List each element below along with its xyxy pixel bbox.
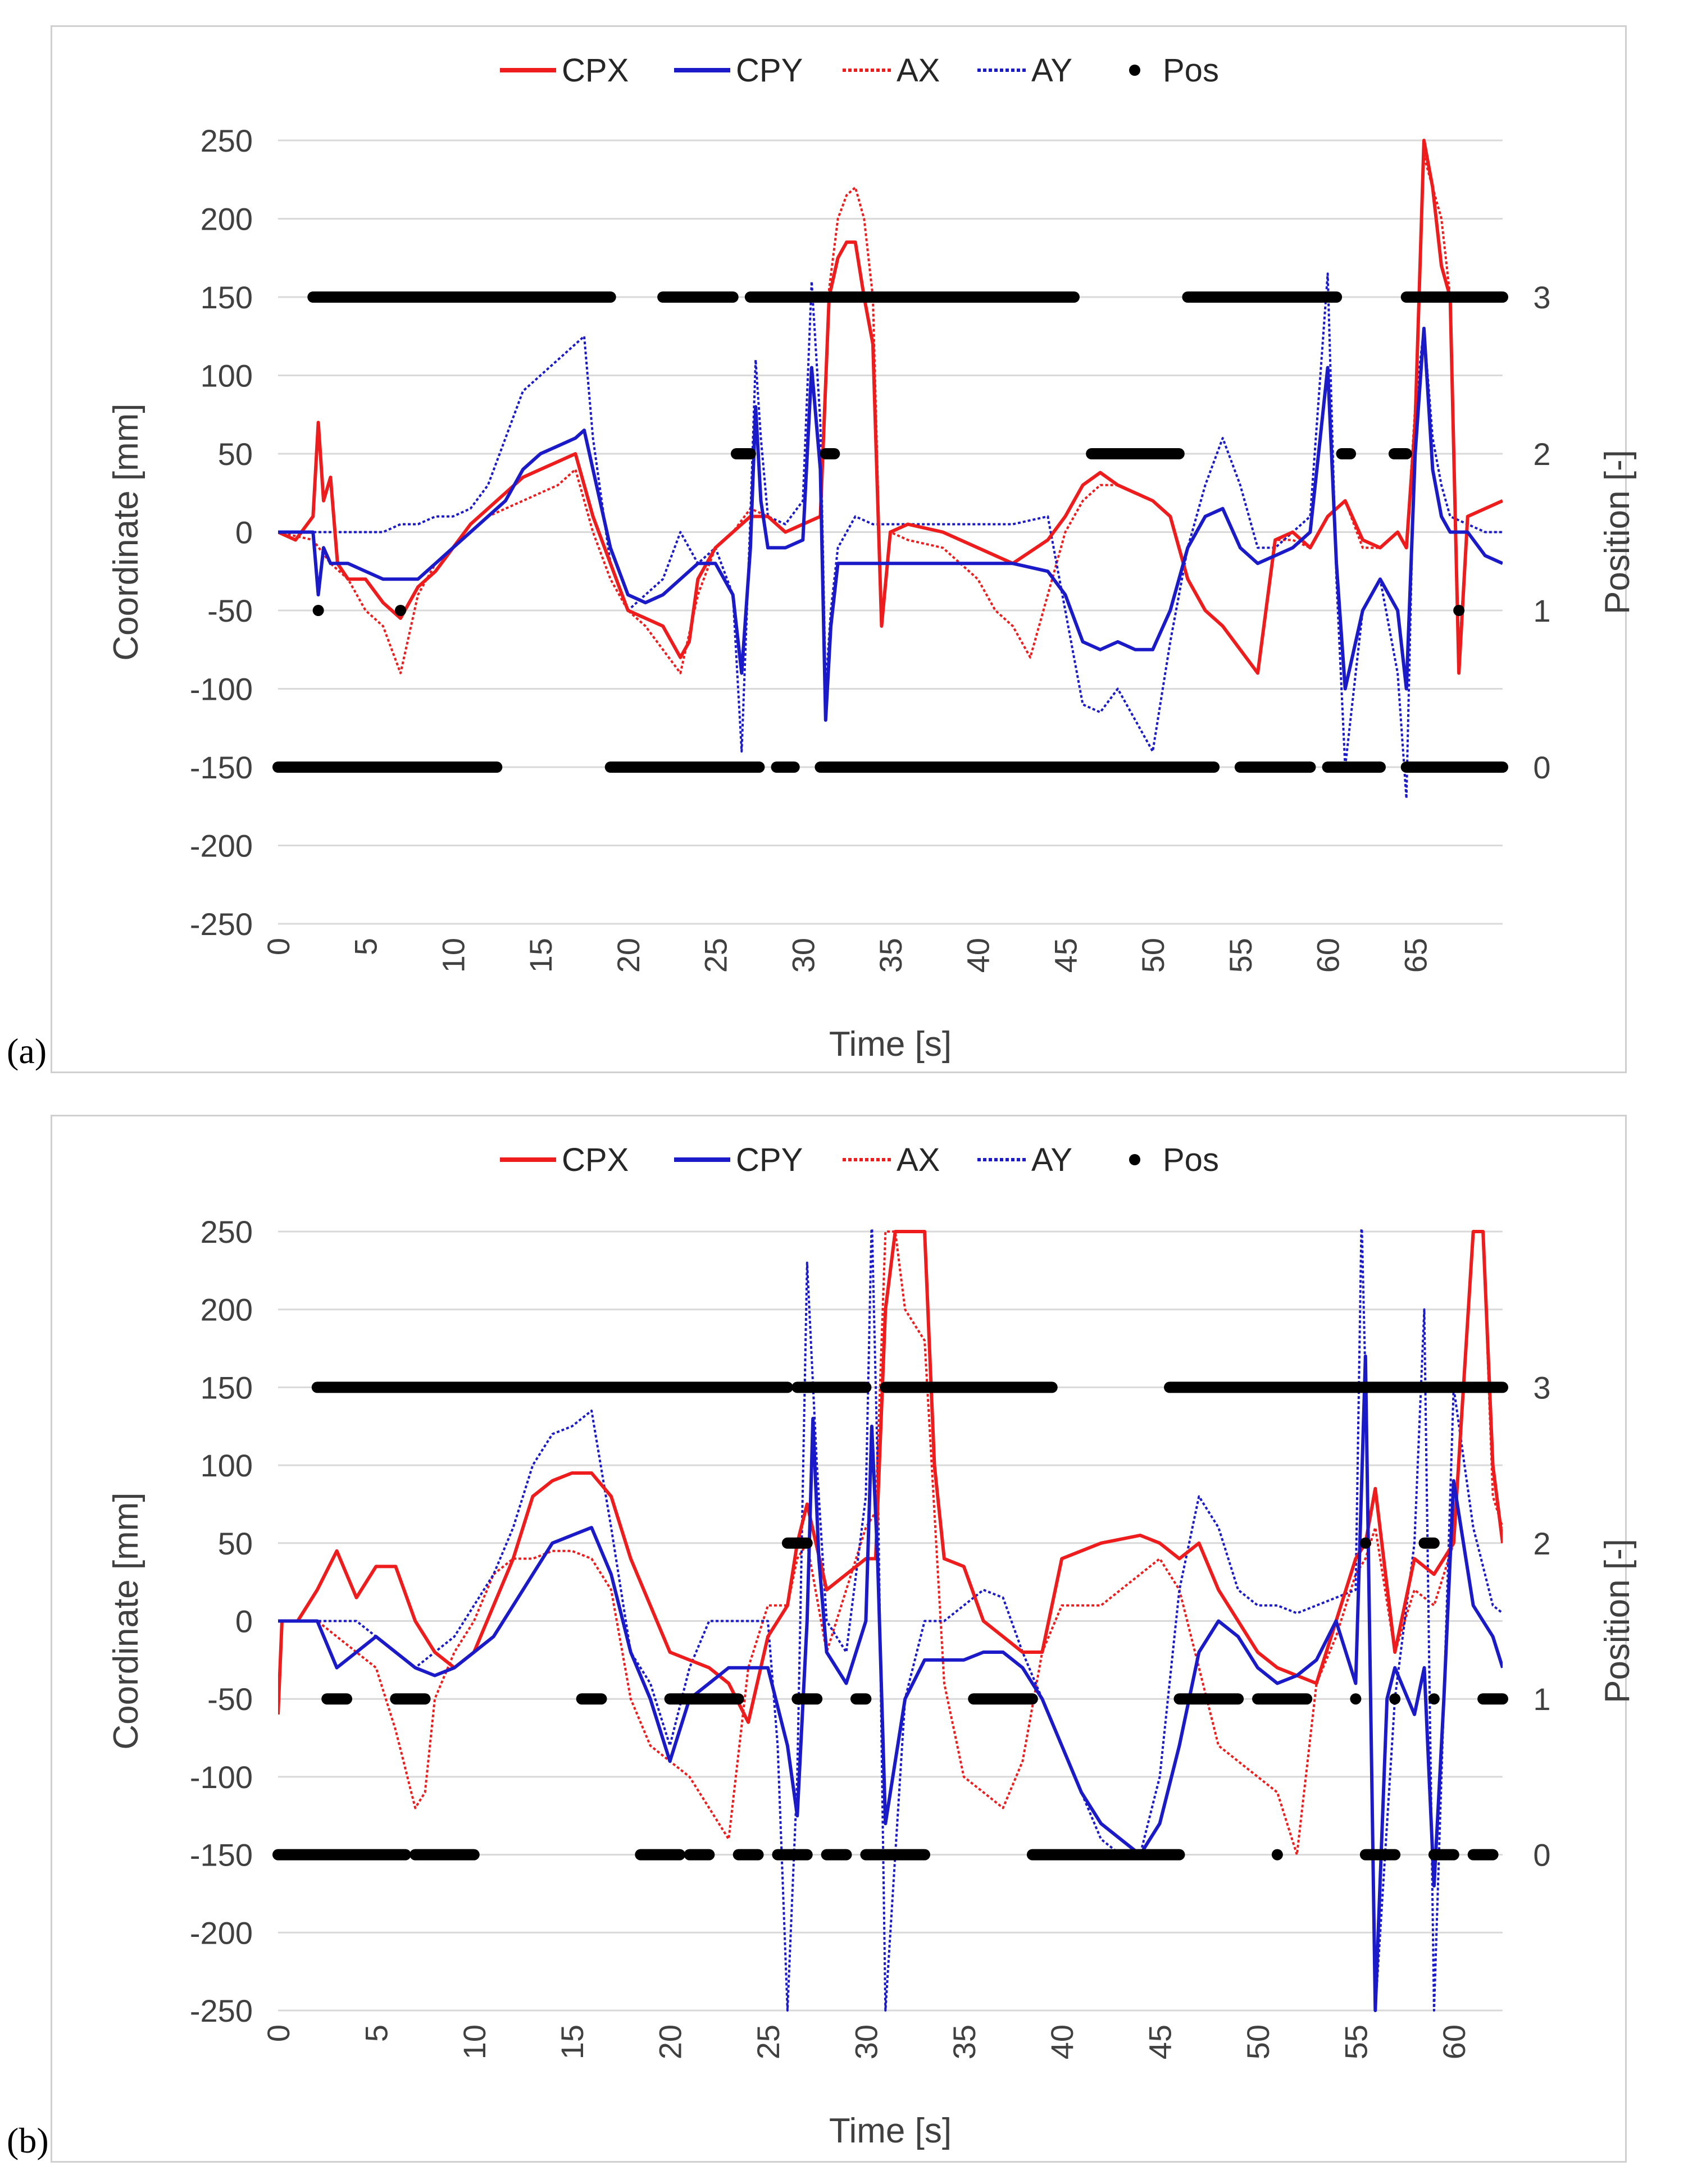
c1-series-cpx-line <box>278 1230 1503 1724</box>
c1-pos-marker <box>1271 1849 1283 1861</box>
chart-panel-b <box>51 1115 1627 2163</box>
c1-series-ax-line <box>278 1230 1503 1856</box>
c1-y-tick-label: 0 <box>235 1604 253 1639</box>
c0-legend-ax-label: AX <box>897 52 940 89</box>
c0-y-tick-label: -100 <box>190 672 253 707</box>
c1-x-tick-label: 40 <box>1044 2025 1080 2059</box>
c0-y-tick-label: 250 <box>201 123 253 158</box>
c0-x-tick-label: 35 <box>873 938 908 973</box>
c1-pos-marker <box>1428 1693 1440 1705</box>
c1-legend-pos-label: Pos <box>1163 1142 1219 1178</box>
c0-x-tick-label: 10 <box>435 938 471 973</box>
c0-pos-marker <box>1453 605 1465 616</box>
c1-series-ay-line <box>278 1228 1503 2012</box>
c1-y-tick-label: -250 <box>190 1993 253 2028</box>
c1-legend-cpy-label: CPY <box>736 1142 803 1178</box>
c1-y-tick-label: 100 <box>201 1448 253 1483</box>
c1-pos-marker <box>1350 1693 1362 1705</box>
c0-y2-tick-label: 0 <box>1533 750 1550 785</box>
c0-x-tick-label: 65 <box>1398 938 1433 973</box>
c0-y-tick-label: 150 <box>201 280 253 315</box>
c0-legend-pos-marker <box>1129 65 1140 76</box>
c1-x-tick-label: 45 <box>1143 2025 1178 2059</box>
c0-series-cpx-line <box>278 139 1503 675</box>
c0-y-tick-label: 100 <box>201 358 253 394</box>
panel-label-b: (b) <box>7 2121 49 2160</box>
c1-x-tick-label: 60 <box>1436 2025 1472 2059</box>
c0-y2-tick-label: 2 <box>1533 436 1550 472</box>
c1-y-tick-label: 200 <box>201 1292 253 1328</box>
panel-label-a: (a) <box>7 1031 47 1071</box>
c1-series-cpy-line <box>278 1354 1503 2012</box>
c0-legend-pos-label: Pos <box>1163 52 1219 89</box>
c1-x-tick-label: 5 <box>358 2025 394 2042</box>
c0-x-tick-label: 20 <box>611 938 646 973</box>
c1-y2-tick-label: 0 <box>1533 1838 1550 1873</box>
c1-x-tick-label: 55 <box>1338 2025 1373 2059</box>
c1-x-tick-label: 10 <box>457 2025 492 2059</box>
c0-series-ax-line <box>278 154 1503 674</box>
c1-legend-ax-label: AX <box>897 1142 940 1178</box>
c0-x-tick-label: 5 <box>348 938 384 955</box>
c0-y2-tick-label: 1 <box>1533 593 1550 628</box>
c1-legend-pos-marker <box>1129 1154 1140 1165</box>
c0-y-tick-label: -150 <box>190 750 253 785</box>
c1-x-tick-label: 15 <box>554 2025 590 2059</box>
c1-y-tick-label: 50 <box>218 1526 253 1561</box>
c1-y-tick-label: -100 <box>190 1759 253 1795</box>
c1-y-tick-label: -150 <box>190 1838 253 1873</box>
c1-y-tick-label: -50 <box>207 1681 253 1717</box>
c1-x-tick-label: 35 <box>947 2025 982 2059</box>
c0-y-tick-label: -200 <box>190 828 253 864</box>
c1-y2-tick-label: 2 <box>1533 1526 1550 1561</box>
c1-y-tick-label: -200 <box>190 1915 253 1950</box>
c1-x-tick-label: 30 <box>848 2025 884 2059</box>
c0-x-tick-label: 60 <box>1311 938 1346 973</box>
c1-x-tick-label: 50 <box>1240 2025 1276 2059</box>
c0-x-tick-label: 30 <box>785 938 821 973</box>
c0-y2-tick-label: 3 <box>1533 280 1550 315</box>
c1-x-tick-label: 20 <box>653 2025 688 2059</box>
c1-y-tick-label: 250 <box>201 1214 253 1250</box>
c0-legend-ay-label: AY <box>1031 52 1072 89</box>
c0-legend-cpx-label: CPX <box>562 52 629 89</box>
c0-pos-marker <box>395 605 406 616</box>
c1-y2-tick-label: 1 <box>1533 1681 1550 1717</box>
c1-x-tick-label: 25 <box>750 2025 786 2059</box>
c0-x-tick-label: 45 <box>1048 938 1083 973</box>
c1-legend-cpx-label: CPX <box>562 1142 629 1178</box>
c1-x-axis-title: Time [s] <box>829 2112 952 2150</box>
c1-y-tick-label: 150 <box>201 1370 253 1405</box>
c0-x-tick-label: 25 <box>698 938 734 973</box>
c0-y-tick-label: 0 <box>235 515 253 550</box>
c0-pos-marker <box>312 605 324 616</box>
c1-legend-ay-label: AY <box>1031 1142 1072 1178</box>
c0-legend-cpy-label: CPY <box>736 52 803 89</box>
c1-pos-marker <box>1359 1537 1371 1549</box>
c0-y-tick-label: 50 <box>218 436 253 472</box>
c1-y2-tick-label: 3 <box>1533 1370 1550 1405</box>
c0-series-cpy-line <box>278 326 1503 722</box>
c0-x-tick-label: 15 <box>523 938 558 973</box>
c0-series-ay-line <box>278 272 1503 800</box>
c0-x-axis-title: Time [s] <box>829 1025 952 1064</box>
c0-y2-axis-title: Position [-] <box>1598 450 1637 614</box>
c1-pos-marker <box>1389 1693 1401 1705</box>
c0-y-tick-label: -250 <box>190 906 253 942</box>
c0-x-tick-label: 40 <box>961 938 996 973</box>
c0-x-tick-label: 50 <box>1135 938 1171 973</box>
c0-x-tick-label: 55 <box>1223 938 1258 973</box>
c0-x-tick-label: 0 <box>261 938 296 955</box>
c0-y-tick-label: -50 <box>207 593 253 628</box>
c0-y-axis-title: Coordinate [mm] <box>107 403 145 660</box>
c1-x-tick-label: 0 <box>261 2025 296 2042</box>
c0-y-tick-label: 200 <box>201 202 253 237</box>
c1-y2-axis-title: Position [-] <box>1598 1539 1637 1703</box>
c1-y-axis-title: Coordinate [mm] <box>107 1492 145 1749</box>
